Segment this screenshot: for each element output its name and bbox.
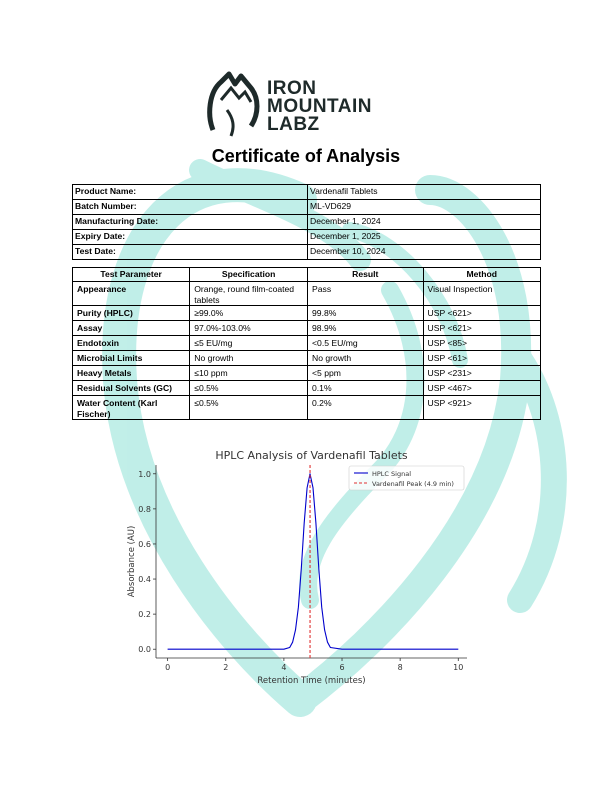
column-header: Method	[422, 267, 542, 282]
test-parameter: Microbial Limits	[71, 350, 191, 366]
result: Pass	[307, 281, 424, 306]
table-row: Water Content (Karl Fischer) ≤0.5% 0.2% USP…	[71, 395, 542, 420]
logo-line: LABZ	[267, 114, 320, 135]
method: USP <621>	[422, 320, 542, 336]
test-parameter: Water Content (Karl Fischer)	[71, 395, 191, 420]
logo-line: MOUNTAIN	[267, 96, 372, 117]
y-tick-label: 1.0	[138, 470, 151, 479]
info-value: December 1, 2024	[307, 214, 541, 230]
legend-label: HPLC Signal	[372, 470, 411, 478]
test-results-table: Test Parameter Specification Result Method …	[71, 267, 542, 420]
test-parameter: Appearance	[71, 281, 191, 306]
x-tick-label: 2	[223, 663, 228, 672]
legend-box	[348, 465, 465, 491]
specification: 97.0%-103.0%	[189, 320, 309, 336]
test-parameter: Residual Solvents (GC)	[71, 380, 191, 396]
mountain-head-icon	[207, 71, 260, 137]
info-row: Product Name: Vardenafil Tablets	[72, 184, 541, 200]
legend-label: Vardenafil Peak (4.9 min)	[372, 480, 454, 488]
chart-title: HPLC Analysis of Vardenafil Tablets	[215, 449, 408, 462]
x-tick-label: 4	[281, 663, 286, 672]
info-label: Test Date:	[72, 244, 308, 260]
method: USP <621>	[422, 305, 542, 321]
column-header: Test Parameter	[71, 267, 191, 282]
y-tick-label: 0.6	[138, 540, 151, 549]
result: <5 ppm	[307, 365, 424, 381]
result: 0.1%	[307, 380, 424, 396]
info-value: ML-VD629	[307, 199, 541, 215]
test-parameter: Purity (HPLC)	[71, 305, 191, 321]
y-tick-label: 0.4	[138, 575, 151, 584]
table-row: Purity (HPLC) ≥99.0% 99.8% USP <621>	[71, 305, 542, 321]
info-label: Batch Number:	[72, 199, 308, 215]
specification: ≥99.0%	[189, 305, 309, 321]
x-tick-label: 0	[165, 663, 170, 672]
table-row: Heavy Metals ≤10 ppm <5 ppm USP <231>	[71, 365, 542, 381]
info-value: Vardenafil Tablets	[307, 184, 541, 200]
method: USP <467>	[422, 380, 542, 396]
method: USP <921>	[422, 395, 542, 420]
page-title: Certificate of Analysis	[211, 146, 401, 166]
y-axis-label: Absorbance (AU)	[127, 526, 137, 598]
y-tick-label: 0.2	[138, 610, 151, 619]
method: Visual Inspection	[422, 281, 542, 306]
table-row: Appearance Orange, round film-coated tabl…	[71, 281, 542, 306]
table-row: Residual Solvents (GC) ≤0.5% 0.1% USP <467>	[71, 380, 542, 396]
method: USP <231>	[422, 365, 542, 381]
logo-line: IRON	[267, 78, 317, 99]
specification: No growth	[189, 350, 309, 366]
company-logo: IRON MOUNTAIN LABZ	[205, 70, 415, 140]
specification: ≤0.5%	[189, 395, 309, 420]
info-value: December 1, 2025	[307, 229, 541, 245]
series-line-hplc-signal	[167, 473, 459, 650]
column-header: Result	[307, 267, 424, 282]
info-value: December 10, 2024	[307, 244, 541, 260]
y-tick-label: 0.0	[138, 645, 151, 654]
hplc-chart: HPLC Analysis of Vardenafil Tablets 0 2 4 6 8…	[127, 449, 467, 686]
specification: ≤5 EU/mg	[189, 335, 309, 351]
x-tick-label: 8	[398, 663, 403, 672]
specification: ≤10 ppm	[189, 365, 309, 381]
product-info-table: Product Name: Vardenafil Tablets Batch Num…	[72, 184, 541, 260]
table-row: Microbial Limits No growth No growth USP <6…	[71, 350, 542, 366]
info-row: Manufacturing Date: December 1, 2024	[72, 214, 541, 230]
table-row: Assay 97.0%-103.0% 98.9% USP <621>	[71, 320, 542, 336]
test-parameter: Heavy Metals	[71, 365, 191, 381]
table-row: Endotoxin ≤5 EU/mg <0.5 EU/mg USP <85>	[71, 335, 542, 351]
result: 99.8%	[307, 305, 424, 321]
method: USP <85>	[422, 335, 542, 351]
result: <0.5 EU/mg	[307, 335, 424, 351]
column-header: Specification	[189, 267, 309, 282]
specification: ≤0.5%	[189, 380, 309, 396]
info-row: Batch Number: ML-VD629	[72, 199, 541, 215]
result: 0.2%	[307, 395, 424, 420]
info-row: Expiry Date: December 1, 2025	[72, 229, 541, 245]
specification: Orange, round film-coated tablets	[189, 281, 309, 306]
info-label: Expiry Date:	[72, 229, 308, 245]
x-axis-label: Retention Time (minutes)	[257, 676, 365, 686]
info-label: Manufacturing Date:	[72, 214, 308, 230]
method: USP <61>	[422, 350, 542, 366]
test-parameter: Endotoxin	[71, 335, 191, 351]
test-parameter: Assay	[71, 320, 191, 336]
result: No growth	[307, 350, 424, 366]
x-tick-label: 10	[453, 663, 463, 672]
result: 98.9%	[307, 320, 424, 336]
y-tick-label: 0.8	[138, 505, 151, 514]
info-label: Product Name:	[72, 184, 308, 200]
info-row: Test Date: December 10, 2024	[72, 244, 541, 260]
x-tick-label: 6	[339, 663, 344, 672]
